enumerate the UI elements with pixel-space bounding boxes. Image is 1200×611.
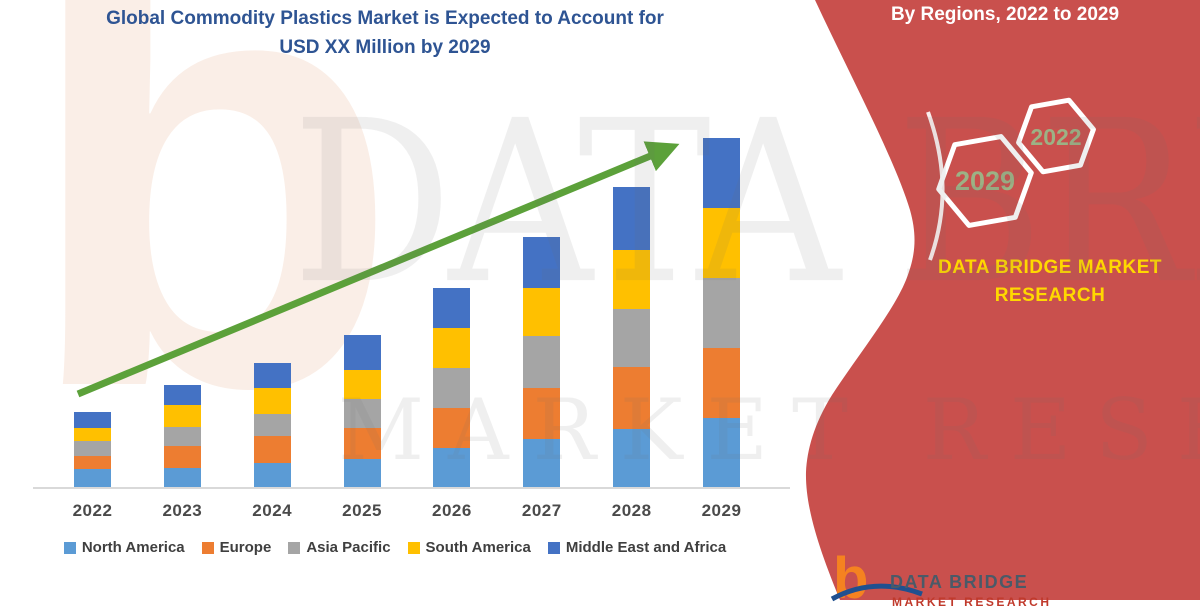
legend-swatch-icon (201, 541, 214, 554)
segment-2023-north-america (163, 468, 201, 487)
x-tick-2027: 2027 (521, 501, 562, 520)
brand-text-line2: RESEARCH (994, 284, 1106, 306)
segment-2026-south-america (433, 328, 471, 368)
x-tick-2022: 2022 (72, 501, 113, 520)
segment-2023-south-america (163, 405, 201, 427)
x-axis-line (33, 487, 790, 489)
segment-2028-europe (613, 367, 651, 429)
segment-2029-south-america (703, 208, 741, 278)
hexagon-2029-label: 2029 (954, 166, 1016, 196)
segment-2023-europe (163, 446, 201, 468)
legend-item-europe: Europe (201, 539, 272, 556)
x-tick-2025: 2025 (342, 501, 382, 520)
legend-swatch-icon (547, 541, 560, 554)
bar-2024 (253, 363, 291, 487)
segment-2027-south-america (523, 288, 561, 336)
legend-label: South America (425, 539, 531, 556)
segment-2028-south-america (613, 250, 651, 309)
bar-2025 (343, 335, 381, 487)
legend-item-north-america: North America (63, 539, 185, 556)
bar-2023 (163, 385, 201, 487)
segment-2028-asia-pacific (613, 309, 651, 367)
segment-2026-europe (433, 408, 471, 448)
segment-2026-asia-pacific (433, 368, 471, 408)
segment-2022-europe (74, 456, 111, 469)
segment-2027-north-america (523, 439, 561, 487)
segment-2026-middle-east-and-africa (433, 288, 471, 328)
segment-2022-asia-pacific (74, 441, 111, 456)
segment-2029-asia-pacific (703, 278, 741, 348)
segment-2029-europe (703, 348, 741, 418)
legend-label: Middle East and Africa (565, 539, 727, 556)
segment-2025-south-america (343, 370, 381, 399)
segment-2027-europe (523, 388, 561, 439)
footer-logo: b DATA BRIDGE MARKET RESEARCH (828, 548, 1168, 609)
x-tick-2028: 2028 (611, 501, 652, 520)
logo-subtitle: MARKET RESEARCH (892, 595, 1052, 609)
segment-2025-north-america (343, 459, 381, 487)
legend-item-middle-east-and-africa: Middle East and Africa (547, 539, 727, 556)
segment-2028-middle-east-and-africa (613, 187, 651, 250)
segment-2024-middle-east-and-africa (253, 363, 291, 388)
segment-2029-north-america (703, 418, 741, 487)
x-tick-2023: 2023 (162, 501, 203, 520)
bar-2026 (433, 288, 471, 487)
segment-2024-europe (253, 436, 291, 463)
segment-2023-middle-east-and-africa (163, 385, 201, 405)
bar-2028 (613, 187, 651, 487)
bar-2029 (703, 138, 741, 487)
segment-2029-middle-east-and-africa (703, 138, 741, 208)
x-tick-2024: 2024 (252, 501, 293, 520)
segment-2022-north-america (74, 469, 111, 487)
legend-label: Europe (219, 539, 272, 556)
segment-2027-asia-pacific (523, 336, 561, 388)
segment-2025-europe (343, 428, 381, 459)
panel-heading: By Regions, 2022 to 2029 (890, 4, 1120, 25)
brand-text: DATA BRIDGE MARKET RESEARCH (900, 254, 1200, 309)
segment-2024-north-america (253, 463, 291, 487)
x-tick-2026: 2026 (432, 501, 472, 520)
legend-swatch-icon (407, 541, 420, 554)
legend-label: Asia Pacific (306, 539, 391, 556)
brand-text-line1: DATA BRIDGE MARKET (938, 257, 1162, 278)
segment-2024-south-america (253, 388, 291, 414)
segment-2023-asia-pacific (163, 427, 201, 446)
chart-legend: North America Europe Asia Pacific South Ame… (35, 539, 755, 556)
segment-2025-middle-east-and-africa (343, 335, 381, 370)
logo-name: DATA BRIDGE (890, 572, 1029, 592)
legend-swatch-icon (63, 541, 76, 554)
chart-title-line2: USD XX Million by 2029 (279, 37, 491, 59)
bar-2022 (74, 412, 111, 487)
segment-2024-asia-pacific (253, 414, 291, 436)
segment-2022-middle-east-and-africa (74, 412, 111, 428)
segment-2022-south-america (74, 428, 111, 441)
legend-label: North America (81, 539, 185, 556)
legend-item-south-america: South America (407, 539, 531, 556)
segment-2027-middle-east-and-africa (523, 237, 561, 288)
chart-title: Global Commodity Plastics Market is Expe… (30, 4, 740, 63)
hexagon-2022-label: 2022 (1030, 124, 1082, 150)
bar-2027 (523, 237, 561, 487)
chart-title-line1: Global Commodity Plastics Market is Expe… (106, 8, 664, 29)
x-tick-2029: 2029 (701, 501, 742, 520)
segment-2026-north-america (433, 448, 471, 487)
legend-swatch-icon (288, 541, 301, 554)
legend-item-asia-pacific: Asia Pacific (288, 539, 391, 556)
segment-2028-north-america (613, 429, 651, 487)
segment-2025-asia-pacific (343, 399, 381, 428)
